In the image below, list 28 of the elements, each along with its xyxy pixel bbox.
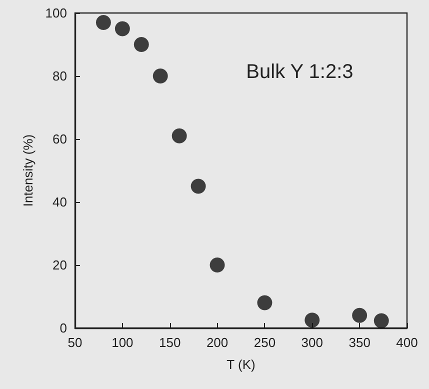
y-axis-title: Intensity (%) bbox=[20, 134, 36, 207]
point bbox=[304, 312, 320, 328]
y-tick-label: 0 bbox=[60, 320, 67, 336]
y-tick-label: 20 bbox=[52, 258, 67, 272]
annotation: Bulk Y 1:2:3 bbox=[246, 61, 354, 83]
point bbox=[374, 313, 389, 328]
y-tick-label: 80 bbox=[52, 68, 67, 84]
point bbox=[172, 128, 187, 144]
x-tick-label: 250 bbox=[254, 335, 276, 350]
point bbox=[134, 37, 149, 52]
x-tick-label: 50 bbox=[68, 335, 82, 350]
point bbox=[210, 258, 225, 272]
point bbox=[114, 21, 130, 36]
y-tick-label: 40 bbox=[52, 194, 67, 210]
y-tick-label: 100 bbox=[45, 6, 67, 20]
x-tick-label: 400 bbox=[396, 335, 418, 350]
point bbox=[96, 14, 111, 30]
x-axis-title: T (K) bbox=[226, 357, 256, 372]
x-tick-label: 300 bbox=[301, 335, 323, 350]
x-tick-label: 100 bbox=[112, 335, 134, 350]
point bbox=[190, 178, 206, 194]
point bbox=[152, 68, 168, 84]
x-tick-label: 150 bbox=[159, 335, 181, 350]
point bbox=[352, 308, 368, 323]
point bbox=[257, 295, 272, 310]
y-tick-label: 60 bbox=[52, 132, 67, 146]
x-tick-label: 200 bbox=[206, 335, 228, 350]
x-tick-label: 350 bbox=[348, 335, 370, 350]
